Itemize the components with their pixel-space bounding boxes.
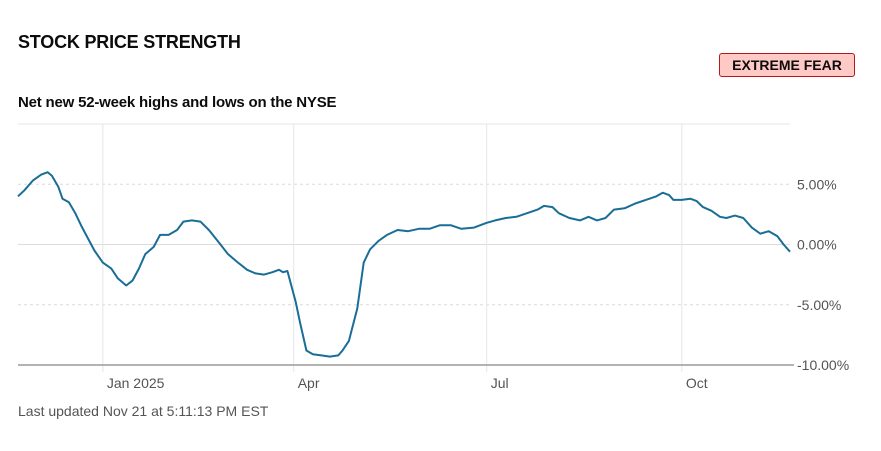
- x-tick-label: Jan 2025: [107, 375, 165, 391]
- y-tick-label: -10.00%: [797, 357, 849, 373]
- x-tick-label: Oct: [686, 375, 708, 391]
- y-axis: 5.00% 0.00% -5.00% -10.00%: [797, 176, 849, 373]
- line-chart: 5.00% 0.00% -5.00% -10.00% Jan 2025 Apr Jul Oc…: [17, 123, 849, 391]
- y-tick-label: -5.00%: [797, 297, 841, 313]
- chart-subtitle: Net new 52-week highs and lows on the NY…: [18, 94, 337, 111]
- sentiment-badge: EXTREME FEAR: [719, 53, 855, 77]
- y-tick-label: 0.00%: [797, 237, 837, 253]
- last-updated: Last updated Nov 21 at 5:11:13 PM EST: [18, 403, 269, 419]
- x-tick-label: Apr: [298, 375, 320, 391]
- y-tick-label: 5.00%: [797, 176, 837, 192]
- chart-title: STOCK PRICE STRENGTH: [18, 32, 241, 52]
- x-tick-label: Jul: [491, 375, 509, 391]
- grid-lines: [18, 123, 790, 372]
- series-line: [17, 171, 791, 358]
- x-axis: Jan 2025 Apr Jul Oct: [107, 375, 708, 391]
